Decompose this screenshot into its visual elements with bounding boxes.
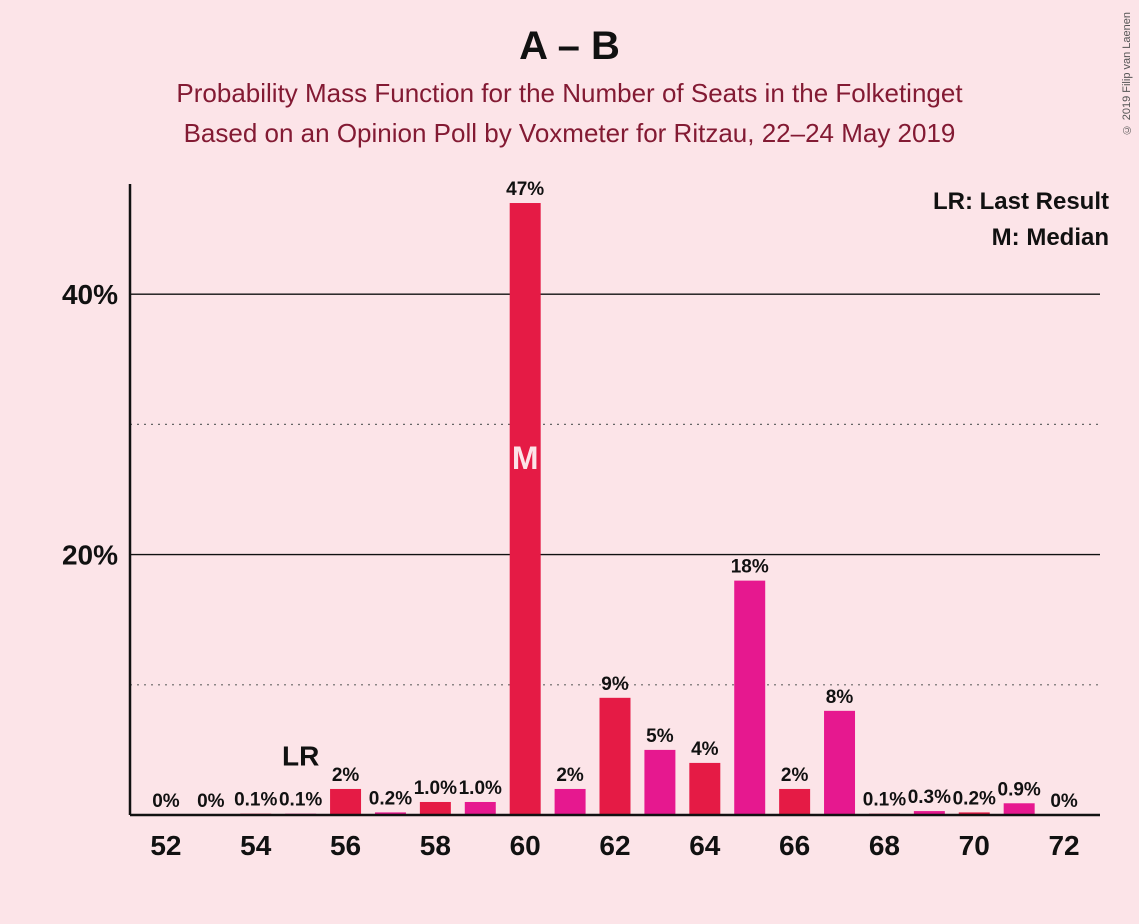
bar xyxy=(779,789,810,815)
bar-value-label: 9% xyxy=(601,674,629,695)
bar-value-label: 1.0% xyxy=(459,778,502,799)
bar-value-label: 0.1% xyxy=(863,790,906,811)
x-tick-label: 72 xyxy=(1048,830,1079,861)
x-tick-label: 62 xyxy=(599,830,630,861)
chart-subtitle-2: Based on an Opinion Poll by Voxmeter for… xyxy=(0,115,1139,151)
x-tick-label: 68 xyxy=(869,830,900,861)
bar-value-label: 0.2% xyxy=(369,788,412,809)
bar xyxy=(644,750,675,815)
bar-value-label: 2% xyxy=(781,765,809,786)
lr-marker: LR xyxy=(282,741,319,772)
bar xyxy=(734,581,765,815)
y-tick-label: 20% xyxy=(62,540,118,571)
bar-value-label: 2% xyxy=(332,765,360,786)
bar-value-label: 8% xyxy=(826,687,854,708)
bar-chart: 20%40%0%0%0.1%0.1%2%0.2%1.0%1.0%47%M2%9%… xyxy=(60,180,1110,880)
bar-value-label: 0.1% xyxy=(234,790,277,811)
bar xyxy=(824,711,855,815)
bar-value-label: 0.9% xyxy=(998,779,1041,800)
bar-value-label: 18% xyxy=(731,557,769,578)
bar-value-label: 5% xyxy=(646,726,674,747)
x-tick-label: 66 xyxy=(779,830,810,861)
bar xyxy=(420,802,451,815)
bar xyxy=(600,698,631,815)
x-tick-label: 70 xyxy=(959,830,990,861)
chart-area: 20%40%0%0%0.1%0.1%2%0.2%1.0%1.0%47%M2%9%… xyxy=(60,180,1110,880)
bar-value-label: 47% xyxy=(506,180,544,200)
bar-value-label: 1.0% xyxy=(414,778,457,799)
bar-value-label: 0% xyxy=(197,791,225,812)
bar xyxy=(330,789,361,815)
bar-value-label: 0% xyxy=(152,791,180,812)
x-tick-label: 58 xyxy=(420,830,451,861)
x-tick-label: 54 xyxy=(240,830,272,861)
x-tick-label: 64 xyxy=(689,830,721,861)
median-marker: M xyxy=(512,440,539,476)
bar-value-label: 0.2% xyxy=(953,788,996,809)
chart-subtitle-1: Probability Mass Function for the Number… xyxy=(0,75,1139,111)
bar xyxy=(1004,803,1035,815)
bar xyxy=(689,763,720,815)
bar-value-label: 0.3% xyxy=(908,787,951,808)
y-tick-label: 40% xyxy=(62,279,118,310)
x-tick-label: 60 xyxy=(510,830,541,861)
chart-title: A – B xyxy=(0,24,1139,69)
bar-value-label: 4% xyxy=(691,739,719,760)
x-tick-label: 52 xyxy=(150,830,181,861)
bar xyxy=(555,789,586,815)
copyright: © 2019 Filip van Laenen xyxy=(1121,12,1133,135)
bar xyxy=(510,203,541,815)
bar-value-label: 0% xyxy=(1050,791,1078,812)
x-tick-label: 56 xyxy=(330,830,361,861)
title-block: A – B Probability Mass Function for the … xyxy=(0,0,1139,152)
bar-value-label: 0.1% xyxy=(279,790,322,811)
bar xyxy=(465,802,496,815)
bar-value-label: 2% xyxy=(556,765,584,786)
